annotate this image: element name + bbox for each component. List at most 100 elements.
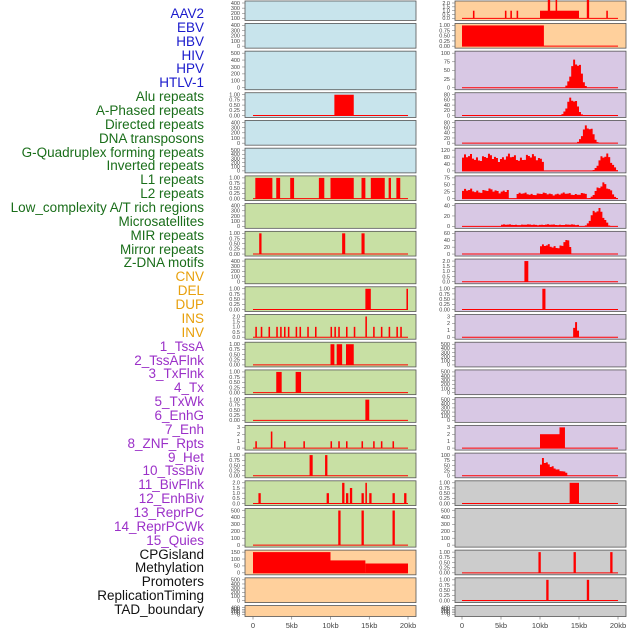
y-tick-label: 2 <box>447 432 450 438</box>
y-tick-label: 0.5 <box>232 330 240 336</box>
data-bar <box>540 10 579 19</box>
y-tick-label: 0.25 <box>439 593 450 599</box>
y-tick-label: 300 <box>441 607 450 613</box>
x-tick-label: 0 <box>251 621 255 630</box>
left-panel-bg <box>244 480 417 506</box>
right-panel-bg <box>454 341 627 368</box>
data-bar <box>276 326 278 338</box>
x-tick-label: 10kb <box>532 621 548 630</box>
data-bar <box>303 441 305 449</box>
track-label-del: DEL <box>177 283 204 299</box>
data-bar <box>365 288 371 310</box>
y-tick-label: 0.75 <box>229 347 240 353</box>
y-tick-label: 400 <box>231 515 240 521</box>
y-tick-label: 0.75 <box>439 28 450 34</box>
data-bar <box>299 326 302 338</box>
track-label-2-tssaflnk: 2_TssAFlnk <box>134 352 204 368</box>
track-label-5-txwk: 5_TxWk <box>154 394 204 410</box>
track-label-dna-transposons: DNA transposons <box>98 130 204 146</box>
y-tick-label: 0.75 <box>229 458 240 464</box>
right-panel-bg <box>454 258 627 285</box>
data-bar <box>268 326 271 338</box>
y-tick-label: 100 <box>231 594 240 600</box>
data-bar <box>338 510 341 546</box>
right-x-axis: 0 5kb 10kb 15kb 20kb <box>460 616 626 630</box>
y-tick-label: 1 <box>447 328 450 334</box>
y-tick-label: 0.50 <box>229 186 240 192</box>
y-tick-label: 0.00 <box>229 418 240 424</box>
y-tick-label: 0 <box>237 571 240 577</box>
y-tick-label: 0.50 <box>439 588 450 594</box>
data-bar <box>338 441 340 449</box>
y-tick-label: 200 <box>231 160 240 166</box>
y-tick-label: 300 <box>231 125 240 131</box>
data-bar <box>361 493 364 504</box>
data-bar <box>392 441 395 449</box>
data-area <box>586 182 618 199</box>
y-tick-label: 25 <box>444 77 450 83</box>
left-panel-bg <box>244 120 417 146</box>
y-tick-label: 0.25 <box>229 358 240 364</box>
track-label-14-reprpcwk: 14_ReprPCWk <box>113 518 204 534</box>
y-tick-label: 75 <box>444 60 450 66</box>
data-bar <box>606 10 608 19</box>
left-panel-9-het: 1.000.750.500.250.00 <box>229 452 417 480</box>
y-tick-label: 0.00 <box>439 307 450 313</box>
y-tick-label: 200 <box>231 609 240 615</box>
data-bar <box>510 10 512 19</box>
data-bar <box>388 177 391 199</box>
data-bar <box>365 316 367 338</box>
left-panel-ins: 2.01.51.00.50.0 <box>232 314 417 341</box>
y-tick-label: 0 <box>447 252 450 258</box>
left-panel-bg <box>244 0 417 21</box>
y-tick-label: 0.0 <box>232 335 240 341</box>
track-label-ebv: EBV <box>176 19 204 35</box>
data-bar <box>540 434 564 449</box>
y-tick-label: 100 <box>231 611 240 617</box>
y-tick-label: 0.00 <box>439 501 450 507</box>
track-label-aav2: AAV2 <box>170 6 204 21</box>
y-tick-label: 400 <box>231 582 240 588</box>
data-bar <box>325 455 328 476</box>
y-tick-label: 300 <box>441 378 450 384</box>
track-label-z-dna-motifs: Z-DNA motifs <box>123 255 204 271</box>
y-tick-label: 75 <box>444 458 450 464</box>
y-tick-label: 0 <box>237 224 240 230</box>
y-tick-label: 0.0 <box>442 280 450 286</box>
y-tick-label: 80 <box>444 93 450 99</box>
y-tick-label: 1.0 <box>442 269 450 275</box>
right-panel-bg <box>454 286 627 312</box>
track-label-inv: INV <box>181 324 204 340</box>
y-tick-label: 400 <box>441 402 450 408</box>
right-panel-ebv: 1.000.750.500.250.00 <box>439 23 627 50</box>
y-tick-label: 0 <box>447 612 450 618</box>
left-x-axis: 0 5kb 10kb 15kb 20kb <box>251 616 416 630</box>
data-bar <box>330 326 333 338</box>
y-tick-label: 1.00 <box>229 370 240 376</box>
data-bar <box>255 326 257 338</box>
y-tick-label: 100 <box>231 165 240 171</box>
y-tick-label: 20 <box>444 245 450 251</box>
y-tick-label: 1.00 <box>229 342 240 348</box>
y-tick-label: 40 <box>444 131 450 137</box>
right-panel-bg <box>454 480 627 506</box>
track-label-cnv: CNV <box>175 269 204 285</box>
y-tick-label: 400 <box>231 23 240 29</box>
y-tick-label: 200 <box>441 410 450 416</box>
data-bar <box>396 326 398 338</box>
y-tick-label: 1.5 <box>442 5 450 11</box>
left-panel-del: 1.000.750.500.250.00 <box>229 286 417 313</box>
track-label-8-znf-rpts: 8_ZNF_Rpts <box>127 435 204 451</box>
y-tick-label: 0.00 <box>229 196 240 202</box>
y-tick-label: 1.00 <box>229 231 240 237</box>
data-bar <box>295 371 302 393</box>
data-bar <box>342 233 346 255</box>
